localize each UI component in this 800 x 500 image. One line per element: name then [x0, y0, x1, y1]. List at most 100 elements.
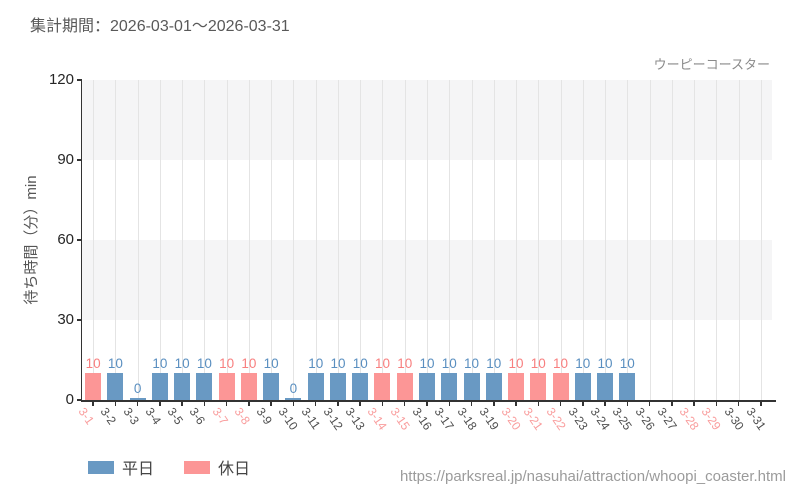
bar-3-4: [151, 373, 168, 400]
x-tick: [582, 400, 584, 406]
x-tick-label-3-30: 3-30: [721, 405, 747, 433]
vertical-gridline: [404, 80, 406, 400]
x-tick: [737, 400, 740, 406]
x-tick-label-3-12: 3-12: [320, 405, 346, 433]
x-tick-label-3-27: 3-27: [654, 405, 680, 433]
x-tick: [715, 400, 718, 406]
bar-value-label: 10: [308, 356, 324, 372]
x-tick: [248, 400, 250, 406]
y-tick-label: 30: [57, 311, 74, 328]
vertical-gridline: [427, 80, 428, 400]
vertical-gridline: [471, 80, 473, 400]
bar-3-19: [485, 373, 502, 400]
x-tick-label-3-7: 3-7: [209, 405, 231, 428]
vertical-gridline: [694, 80, 696, 400]
bar-value-label: 10: [85, 356, 101, 372]
x-tick-label-3-18: 3-18: [454, 405, 480, 433]
bar-3-1: [85, 373, 102, 400]
x-tick: [671, 400, 673, 406]
x-tick-label-3-3: 3-3: [120, 405, 142, 428]
x-tick-label-3-26: 3-26: [632, 405, 658, 433]
x-tick-label-3-2: 3-2: [97, 405, 120, 428]
x-tick-label-3-22: 3-22: [543, 405, 569, 433]
bar-3-16: [419, 373, 435, 400]
x-tick-label-3-6: 3-6: [186, 405, 209, 428]
vertical-gridline: [271, 80, 273, 400]
plot-area: [82, 80, 772, 400]
vertical-gridline: [493, 80, 495, 400]
vertical-gridline: [137, 80, 139, 400]
x-tick: [626, 400, 629, 406]
bar-value-label: 10: [330, 356, 346, 372]
bar-3-5: [174, 373, 191, 400]
bar-3-7: [218, 373, 235, 400]
y-tick: [77, 399, 82, 401]
bar-value-label: 10: [597, 356, 613, 372]
vertical-gridline: [582, 80, 584, 400]
x-tick: [181, 400, 183, 406]
x-tick-label-3-15: 3-15: [387, 405, 413, 433]
x-tick-label-3-31: 3-31: [743, 405, 769, 433]
y-tick-label: 60: [57, 231, 74, 248]
vertical-gridline: [248, 80, 250, 400]
attraction-name: ウーピーコースター: [653, 57, 770, 72]
bar-value-label: 10: [575, 356, 591, 372]
x-tick: [515, 400, 517, 406]
legend-label-holiday: 休日: [218, 461, 251, 478]
bar-3-22: [552, 373, 569, 400]
x-tick: [159, 400, 161, 406]
x-tick: [381, 400, 384, 406]
holiday-color-swatch: [184, 460, 211, 474]
x-tick-label-3-4: 3-4: [142, 405, 164, 428]
bar-3-15: [396, 373, 413, 400]
vertical-gridline: [560, 80, 562, 400]
bar-value-label: 10: [397, 356, 413, 372]
legend-item-weekday[interactable]: 平日: [88, 455, 154, 479]
bar-3-3: [129, 398, 146, 400]
vertical-gridline: [93, 80, 95, 400]
x-tick-label-3-14: 3-14: [365, 405, 391, 433]
bar-value-label: 10: [508, 356, 524, 372]
vertical-gridline: [671, 80, 673, 400]
bar-value-label: 10: [107, 356, 123, 372]
x-tick: [760, 400, 762, 406]
vertical-gridline: [204, 80, 206, 400]
y-tick: [77, 159, 82, 161]
bar-value-label: 10: [486, 356, 502, 372]
bar-3-9: [263, 373, 280, 400]
x-tick: [292, 400, 295, 406]
bar-3-17: [441, 373, 458, 400]
x-tick: [359, 400, 361, 406]
y-tick-label: 120: [48, 71, 74, 88]
x-tick: [203, 400, 206, 406]
bar-value-label: 10: [152, 356, 168, 372]
bar-value-label: 10: [174, 356, 190, 372]
x-tick-label-3-29: 3-29: [698, 405, 725, 433]
bar-value-label: 10: [619, 356, 635, 372]
x-tick: [403, 400, 406, 406]
source-url: https://parksreal.jp/nasuhai/attraction/…: [399, 468, 786, 485]
y-tick: [77, 319, 82, 321]
bar-3-8: [240, 373, 257, 400]
bar-value-label: 10: [419, 356, 435, 372]
bar-value-label: 10: [464, 356, 480, 372]
x-tick: [136, 400, 139, 406]
legend-item-holiday[interactable]: 休日: [184, 455, 250, 479]
vertical-gridline: [182, 80, 184, 400]
bar-3-13: [352, 373, 369, 400]
x-tick-label-3-9: 3-9: [253, 405, 276, 428]
x-tick-label-3-8: 3-8: [231, 405, 253, 428]
vertical-gridline: [115, 80, 117, 400]
bar-3-18: [463, 373, 480, 400]
x-tick: [537, 400, 540, 406]
bar-value-label: 10: [530, 356, 546, 372]
vertical-gridline: [382, 80, 384, 400]
bar-3-24: [597, 373, 614, 400]
x-tick: [693, 400, 695, 406]
bar-3-23: [574, 373, 591, 400]
y-tick-label: 90: [57, 151, 74, 168]
vertical-gridline: [627, 80, 629, 400]
x-tick: [470, 400, 473, 406]
bar-value-label: 10: [352, 356, 368, 372]
